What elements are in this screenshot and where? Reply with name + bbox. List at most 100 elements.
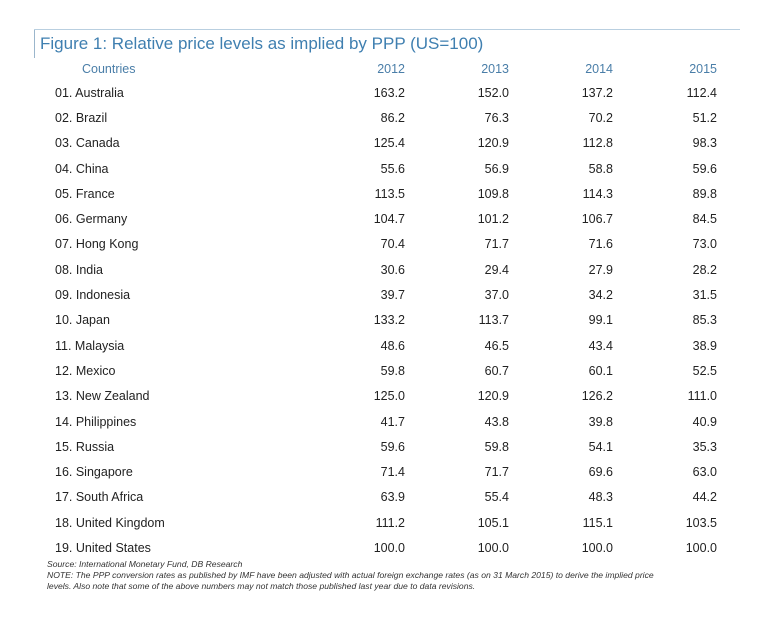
value-cell: 51.2 bbox=[692, 110, 717, 125]
value-cell: 27.9 bbox=[588, 262, 613, 277]
value-cell: 71.4 bbox=[380, 465, 405, 480]
country-cell: 10. Japan bbox=[55, 313, 110, 328]
country-cell: 12. Mexico bbox=[55, 363, 116, 378]
value-cell: 86.2 bbox=[380, 110, 405, 125]
country-cell: 16. Singapore bbox=[55, 465, 133, 480]
value-cell: 30.6 bbox=[380, 262, 405, 277]
country-cell: 06. Germany bbox=[55, 212, 128, 227]
value-cell: 100.0 bbox=[477, 540, 509, 555]
value-cell: 105.1 bbox=[477, 515, 509, 530]
table-row: 13. New Zealand 125.0 120.9 126.2 111.0 bbox=[48, 384, 717, 409]
table-row: 14. Philippines 41.7 43.8 39.8 40.9 bbox=[48, 409, 717, 434]
country-cell: 11. Malaysia bbox=[55, 338, 125, 353]
figure-left-rule bbox=[34, 30, 35, 58]
table-row: 15. Russia 59.6 59.8 54.1 35.3 bbox=[48, 434, 717, 459]
value-cell: 137.2 bbox=[581, 85, 613, 100]
value-cell: 70.2 bbox=[588, 110, 613, 125]
value-cell: 52.5 bbox=[692, 363, 717, 378]
figure-top-rule bbox=[34, 29, 740, 34]
table-row: 10. Japan 133.2 113.7 99.1 85.3 bbox=[48, 308, 717, 333]
country-cell: 18. United Kingdom bbox=[55, 515, 165, 530]
country-cell: 04. China bbox=[55, 161, 109, 176]
value-cell: 39.8 bbox=[588, 414, 613, 429]
value-cell: 125.0 bbox=[373, 389, 405, 404]
value-cell: 43.4 bbox=[588, 338, 613, 353]
value-cell: 59.8 bbox=[484, 439, 509, 454]
table-row: 03. Canada 125.4 120.9 112.8 98.3 bbox=[48, 131, 717, 156]
value-cell: 58.8 bbox=[588, 161, 613, 176]
value-cell: 152.0 bbox=[477, 85, 509, 100]
value-cell: 40.9 bbox=[692, 414, 717, 429]
column-header-2015: 2015 bbox=[689, 62, 717, 76]
value-cell: 41.7 bbox=[380, 414, 405, 429]
value-cell: 84.5 bbox=[692, 212, 717, 227]
value-cell: 56.9 bbox=[484, 161, 509, 176]
value-cell: 63.9 bbox=[380, 490, 405, 505]
value-cell: 85.3 bbox=[692, 313, 717, 328]
value-cell: 55.6 bbox=[380, 161, 405, 176]
value-cell: 37.0 bbox=[484, 288, 509, 303]
value-cell: 69.6 bbox=[588, 465, 613, 480]
country-cell: 15. Russia bbox=[55, 439, 115, 454]
value-cell: 31.5 bbox=[692, 288, 717, 303]
value-cell: 104.7 bbox=[373, 212, 405, 227]
value-cell: 101.2 bbox=[477, 212, 509, 227]
value-cell: 70.4 bbox=[380, 237, 405, 252]
country-cell: 02. Brazil bbox=[55, 110, 108, 125]
value-cell: 133.2 bbox=[373, 313, 405, 328]
country-cell: 03. Canada bbox=[55, 136, 120, 151]
value-cell: 71.7 bbox=[484, 465, 509, 480]
value-cell: 59.6 bbox=[692, 161, 717, 176]
country-cell: 01. Australia bbox=[55, 85, 124, 100]
value-cell: 113.5 bbox=[374, 186, 405, 201]
value-cell: 100.0 bbox=[373, 540, 405, 555]
value-cell: 112.4 bbox=[686, 85, 717, 100]
value-cell: 46.5 bbox=[484, 338, 509, 353]
value-cell: 55.4 bbox=[484, 490, 509, 505]
table-row: 18. United Kingdom 111.2 105.1 115.1 103.5 bbox=[48, 510, 717, 535]
table-row: 12. Mexico 59.8 60.7 60.1 52.5 bbox=[48, 358, 717, 383]
value-cell: 63.0 bbox=[692, 465, 717, 480]
value-cell: 106.7 bbox=[581, 212, 613, 227]
value-cell: 44.2 bbox=[692, 490, 717, 505]
column-header-countries: Countries bbox=[82, 62, 136, 76]
value-cell: 71.7 bbox=[484, 237, 509, 252]
value-cell: 163.2 bbox=[373, 85, 405, 100]
value-cell: 99.1 bbox=[588, 313, 613, 328]
country-cell: 13. New Zealand bbox=[55, 389, 150, 404]
country-cell: 17. South Africa bbox=[55, 490, 144, 505]
value-cell: 29.4 bbox=[484, 262, 509, 277]
value-cell: 113.7 bbox=[478, 313, 509, 328]
value-cell: 112.8 bbox=[582, 136, 613, 151]
column-header-2014: 2014 bbox=[585, 62, 613, 76]
value-cell: 111.2 bbox=[375, 515, 405, 530]
table-row: 17. South Africa 63.9 55.4 48.3 44.2 bbox=[48, 485, 717, 510]
source-note: Source: International Monetary Fund, DB … bbox=[47, 559, 243, 569]
value-cell: 59.6 bbox=[380, 439, 405, 454]
value-cell: 111.0 bbox=[687, 389, 717, 404]
value-cell: 43.8 bbox=[484, 414, 509, 429]
table-row: 01. Australia 163.2 152.0 137.2 112.4 bbox=[48, 80, 717, 105]
value-cell: 38.9 bbox=[692, 338, 717, 353]
value-cell: 103.5 bbox=[685, 515, 717, 530]
country-cell: 08. India bbox=[55, 262, 103, 277]
value-cell: 125.4 bbox=[373, 136, 405, 151]
table-row: 19. United States 100.0 100.0 100.0 100.0 bbox=[48, 535, 717, 560]
value-cell: 59.8 bbox=[380, 363, 405, 378]
value-cell: 98.3 bbox=[692, 136, 717, 151]
value-cell: 71.6 bbox=[588, 237, 613, 252]
value-cell: 35.3 bbox=[692, 439, 717, 454]
value-cell: 100.0 bbox=[581, 540, 613, 555]
country-cell: 14. Philippines bbox=[55, 414, 137, 429]
value-cell: 120.9 bbox=[477, 389, 509, 404]
value-cell: 48.6 bbox=[380, 338, 405, 353]
value-cell: 76.3 bbox=[484, 110, 509, 125]
table-row: 04. China 55.6 56.9 58.8 59.6 bbox=[48, 156, 717, 181]
country-cell: 05. France bbox=[55, 186, 115, 201]
footnote: NOTE: The PPP conversion rates as publis… bbox=[47, 570, 654, 591]
column-header-2013: 2013 bbox=[481, 62, 509, 76]
figure-title: Figure 1: Relative price levels as impli… bbox=[40, 34, 484, 53]
country-cell: 19. United States bbox=[55, 540, 151, 555]
country-cell: 09. Indonesia bbox=[55, 288, 131, 303]
value-cell: 89.8 bbox=[692, 186, 717, 201]
